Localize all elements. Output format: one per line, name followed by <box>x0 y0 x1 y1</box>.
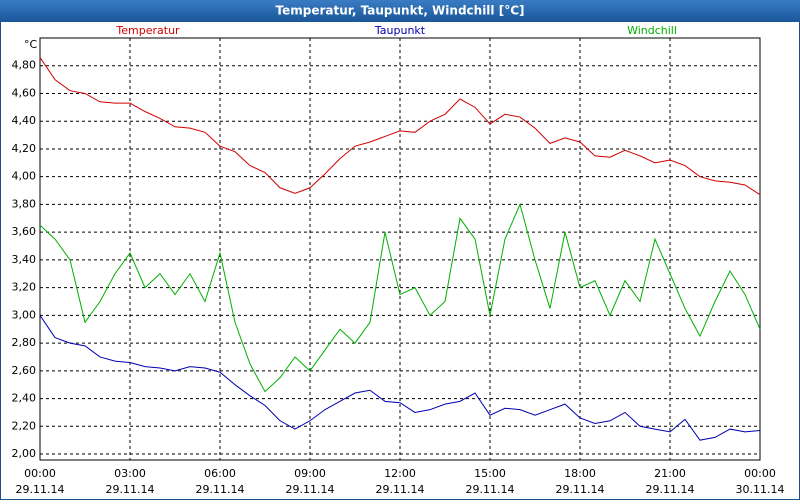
x-tick-date: 30.11.14 <box>736 483 785 496</box>
x-tick-date: 29.11.14 <box>16 483 65 496</box>
y-tick-label: 4,40 <box>12 114 37 127</box>
legend-entry: Windchill <box>627 24 677 37</box>
x-tick-date: 29.11.14 <box>646 483 695 496</box>
x-tick-date: 29.11.14 <box>376 483 425 496</box>
x-tick-label: 00:00 <box>24 467 56 480</box>
x-tick-date: 29.11.14 <box>556 483 605 496</box>
y-tick-label: 2,40 <box>12 392 37 405</box>
y-tick-label: 4,80 <box>12 59 37 72</box>
y-tick-label: 2,60 <box>12 364 37 377</box>
y-tick-label: 3,80 <box>12 197 37 210</box>
x-tick-date: 29.11.14 <box>106 483 155 496</box>
plot: 2,00 2,20 2,40 2,60 2,80 3,00 3,20 3,40 3,60 3,80… <box>12 24 785 496</box>
y-tick-label: 3,20 <box>12 281 37 294</box>
x-tick-label: 21:00 <box>654 467 686 480</box>
legend-entry: Taupunkt <box>374 24 426 37</box>
y-tick-label: 4,00 <box>12 170 37 183</box>
y-tick-label: 2,00 <box>12 447 37 460</box>
x-tick-label: 00:00 <box>744 467 776 480</box>
x-tick-date: 29.11.14 <box>196 483 245 496</box>
y-tick-label: 3,00 <box>12 308 37 321</box>
x-tick-label: 18:00 <box>564 467 596 480</box>
x-tick-label: 09:00 <box>294 467 326 480</box>
x-tick-label: 06:00 <box>204 467 236 480</box>
y-tick-label: 2,20 <box>12 419 37 432</box>
series-line <box>39 57 761 196</box>
series-line <box>39 202 761 393</box>
x-tick-label: 15:00 <box>474 467 506 480</box>
y-tick-label: 3,40 <box>12 253 37 266</box>
x-tick-date: 29.11.14 <box>466 483 515 496</box>
y-unit: °C <box>24 38 38 51</box>
y-tick-label: 2,80 <box>12 336 37 349</box>
y-tick-label: 4,60 <box>12 86 37 99</box>
x-tick-label: 12:00 <box>384 467 416 480</box>
legend-entry: Temperatur <box>115 24 180 37</box>
chart-title: Temperatur, Taupunkt, Windchill [°C] <box>276 4 525 18</box>
x-tick-label: 03:00 <box>114 467 146 480</box>
title-bar <box>0 0 800 22</box>
series-line <box>39 315 761 441</box>
y-tick-label: 4,20 <box>12 142 37 155</box>
x-tick-date: 29.11.14 <box>286 483 335 496</box>
y-tick-label: 3,60 <box>12 225 37 238</box>
